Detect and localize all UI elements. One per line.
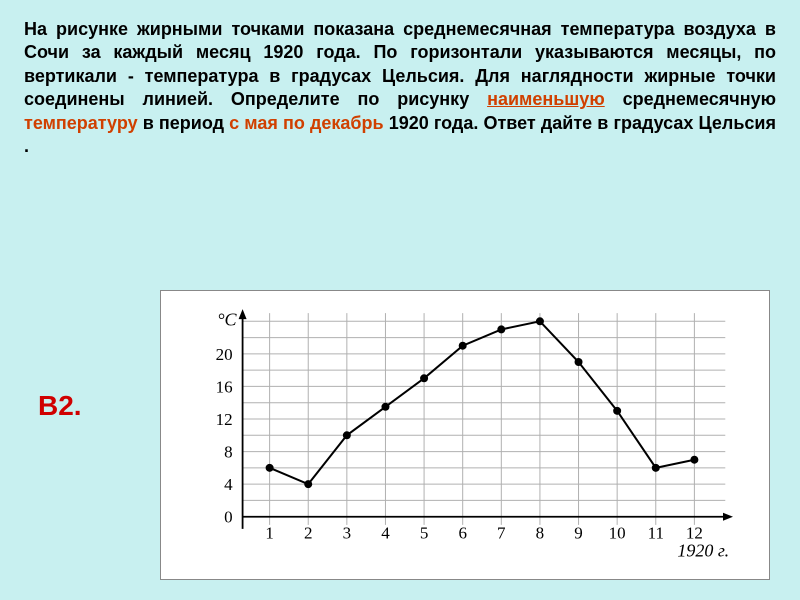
svg-text:°C: °C [217, 309, 237, 329]
svg-text:1: 1 [265, 524, 274, 543]
q-mid2: в период [138, 113, 230, 133]
svg-text:2: 2 [304, 524, 313, 543]
svg-text:10: 10 [609, 524, 626, 543]
svg-text:11: 11 [648, 524, 664, 543]
chart-container: 048121620°C1234567891011121920 г. [160, 290, 770, 580]
svg-text:1920 г.: 1920 г. [677, 541, 729, 561]
svg-text:8: 8 [536, 524, 545, 543]
svg-text:7: 7 [497, 524, 506, 543]
label-b2: В2. [38, 390, 82, 422]
svg-text:8: 8 [224, 443, 233, 462]
svg-text:12: 12 [216, 410, 233, 429]
q-hl3: с мая по декабрь [229, 113, 383, 133]
svg-text:0: 0 [224, 508, 233, 527]
svg-text:4: 4 [224, 475, 233, 494]
svg-text:20: 20 [216, 345, 233, 364]
svg-text:16: 16 [216, 377, 233, 396]
svg-text:9: 9 [574, 524, 583, 543]
temperature-chart: 048121620°C1234567891011121920 г. [161, 291, 771, 581]
svg-text:6: 6 [458, 524, 467, 543]
svg-text:4: 4 [381, 524, 390, 543]
q-hl1: наименьшую [487, 89, 605, 109]
svg-text:3: 3 [343, 524, 352, 543]
q-mid1: среднемесячную [605, 89, 776, 109]
q-hl2: температуру [24, 113, 138, 133]
svg-text:5: 5 [420, 524, 429, 543]
question-text: На рисунке жирными точками показана сред… [0, 0, 800, 168]
